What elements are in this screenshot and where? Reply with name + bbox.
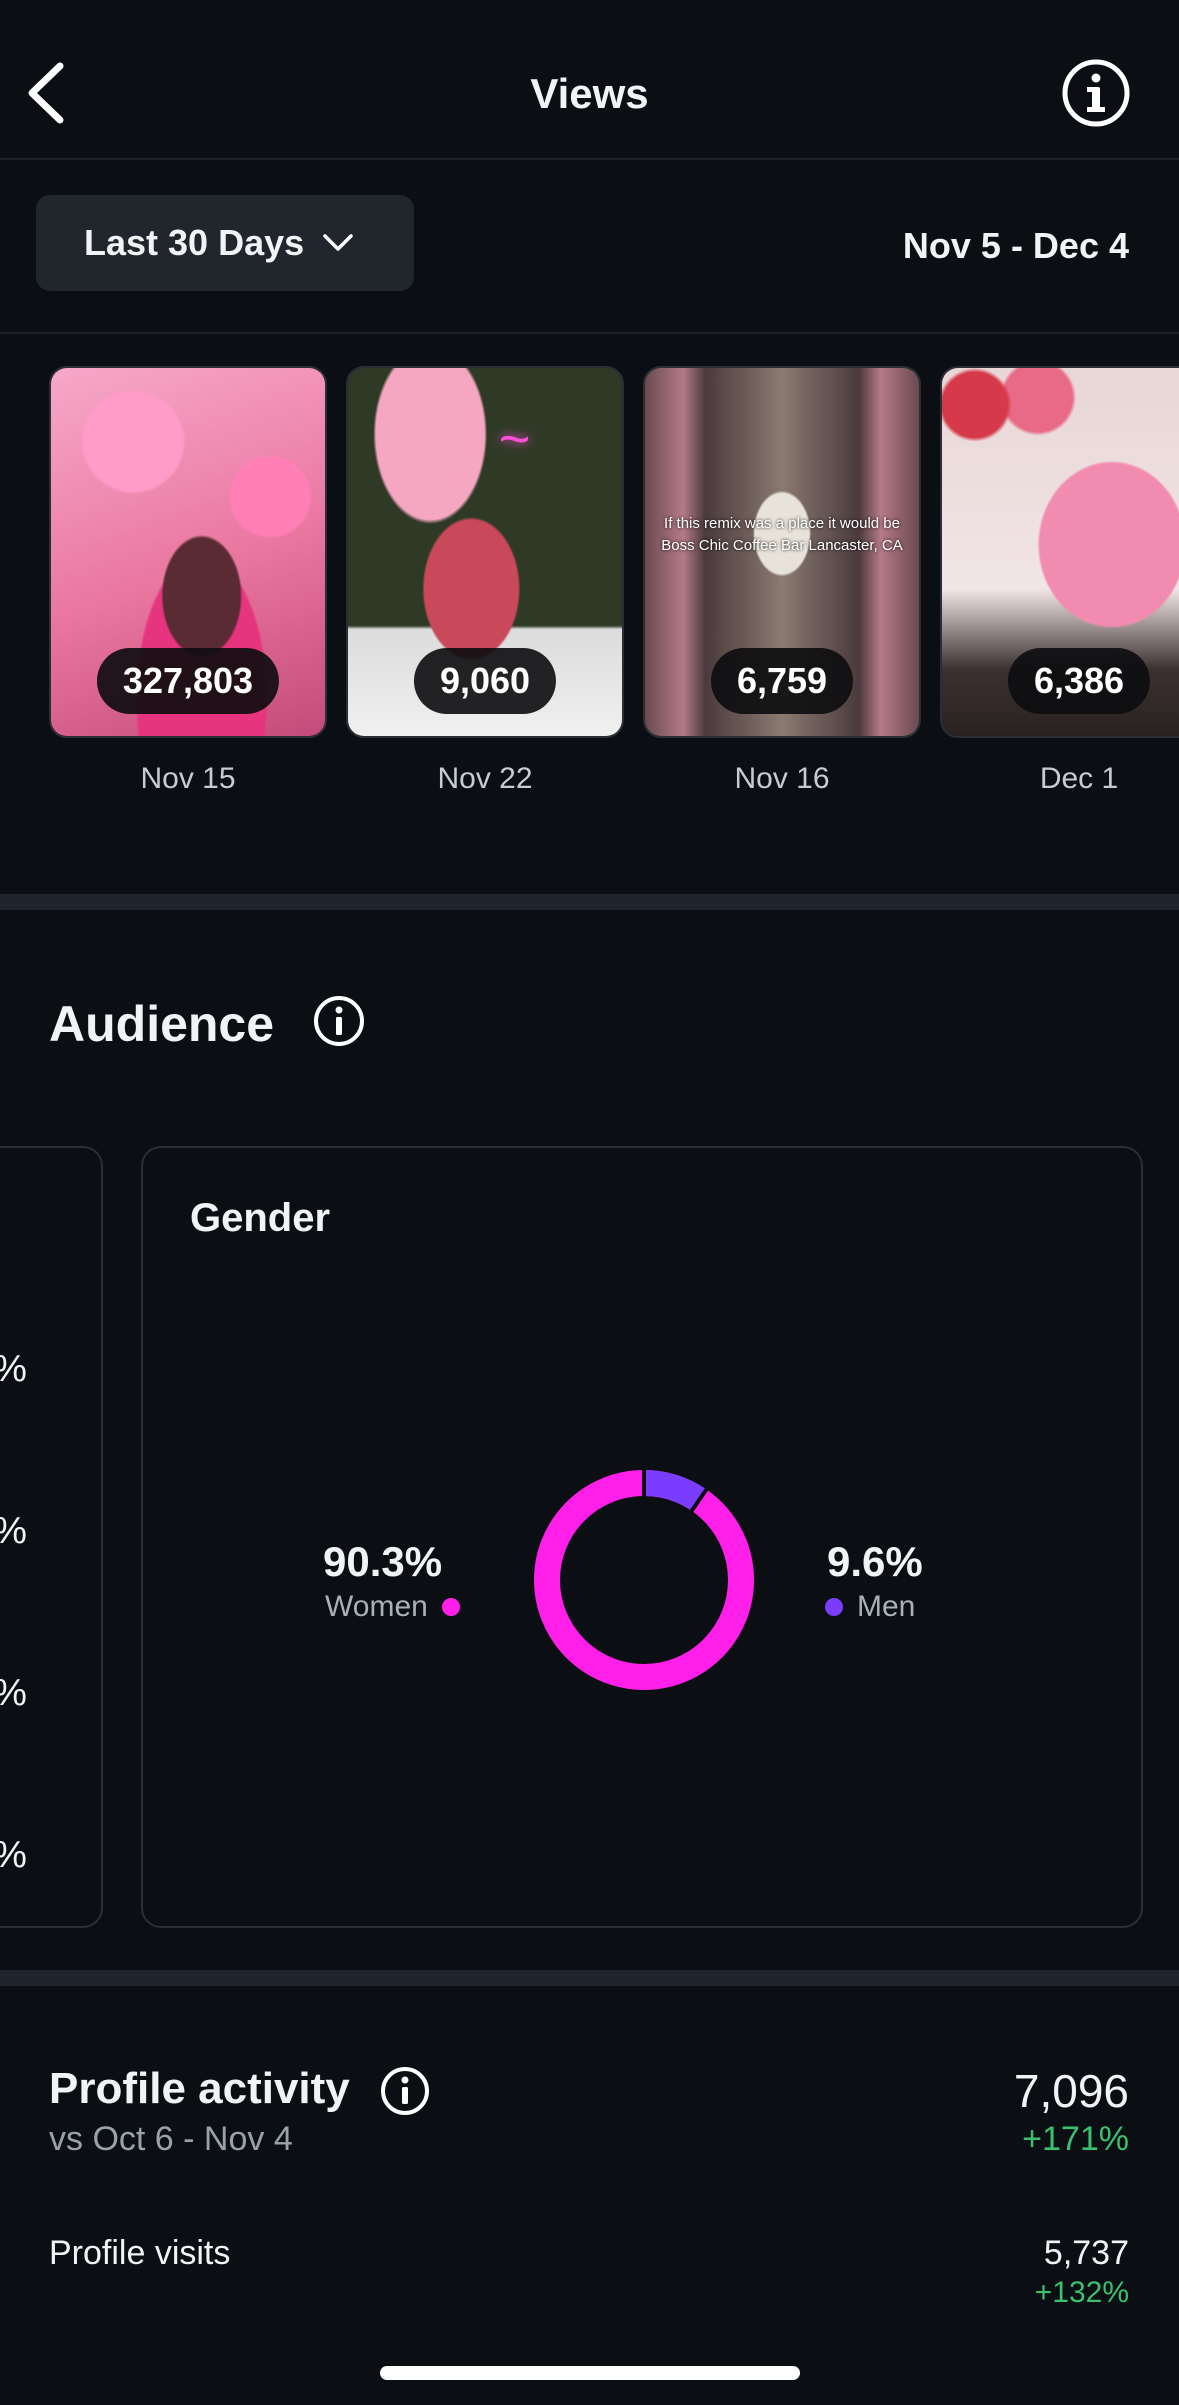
filter-divider — [0, 332, 1179, 334]
post-thumbnail[interactable]: If this remix was a place it would be Bo… — [643, 366, 921, 738]
women-label: Women — [325, 1590, 428, 1623]
profile-activity-change: +171% — [1022, 2120, 1129, 2158]
age-percentage: 2% — [0, 1510, 27, 1553]
post-thumbnail[interactable]: 327,803 — [49, 366, 327, 738]
section-separator — [0, 1970, 1179, 1986]
donut-men-segment — [643, 1470, 707, 1512]
men-percentage: 9.6% — [827, 1538, 923, 1585]
post-thumbnail[interactable]: ~ 9,060 — [346, 366, 624, 738]
gender-donut-chart — [534, 1469, 754, 1690]
info-icon — [1062, 59, 1130, 127]
age-percentage: 3% — [0, 1834, 27, 1877]
post-date: Nov 16 — [734, 762, 830, 795]
post-date: Dec 1 — [1039, 762, 1119, 795]
donut-women-segment — [534, 1470, 754, 1690]
profile-activity-total: 7,096 — [1013, 2065, 1129, 2117]
women-legend-dot — [441, 1598, 460, 1616]
date-range-dropdown[interactable]: Last 30 Days — [36, 195, 414, 291]
post-caption-overlay: If this remix was a place it would be Bo… — [661, 515, 903, 554]
age-card-partial[interactable]: 2% 2% 4% 3% — [0, 1146, 103, 1928]
post-date: Nov 22 — [437, 762, 533, 795]
profile-activity-info-button[interactable] — [380, 2066, 430, 2116]
filter-row: Last 30 Days Nov 5 - Dec 4 — [0, 160, 1179, 332]
top-bar: Views — [0, 0, 1179, 160]
men-legend: Men — [825, 1590, 915, 1624]
post-view-count: 6,386 — [1007, 648, 1151, 714]
audience-info-button[interactable] — [313, 995, 365, 1047]
age-percentage: 2% — [0, 1348, 27, 1391]
audience-title: Audience — [49, 996, 275, 1052]
page-title: Views — [530, 70, 649, 117]
neon-sign-decoration: ~ — [498, 409, 530, 469]
profile-visits-change: +132% — [1034, 2276, 1129, 2309]
profile-visits-value: 5,737 — [1043, 2234, 1129, 2272]
women-legend: Women — [325, 1590, 460, 1624]
info-icon — [314, 996, 364, 1046]
top-posts-carousel[interactable]: 327,803 Nov 15 ~ 9,060 Nov 22 If this re… — [0, 366, 1179, 806]
back-button[interactable] — [20, 58, 90, 128]
post-view-count: 9,060 — [413, 648, 557, 714]
gender-card[interactable]: Gender 90.3% Women 9.6% Men — [141, 1146, 1143, 1928]
selected-date-range: Nov 5 - Dec 4 — [902, 225, 1129, 266]
info-icon — [381, 2067, 429, 2115]
header-divider — [0, 158, 1179, 160]
gender-title: Gender — [190, 1196, 331, 1240]
men-legend-dot — [825, 1598, 843, 1616]
profile-activity-comparison: vs Oct 6 - Nov 4 — [49, 2120, 293, 2158]
info-button[interactable] — [1061, 58, 1131, 128]
post-view-count: 6,759 — [710, 648, 854, 714]
women-percentage: 90.3% — [323, 1538, 443, 1585]
profile-visits-label: Profile visits — [49, 2234, 231, 2272]
chevron-left-icon — [28, 62, 64, 124]
donut-gap — [689, 1487, 709, 1513]
date-range-dropdown-label: Last 30 Days — [84, 222, 305, 263]
profile-activity-title: Profile activity — [49, 2064, 350, 2113]
post-thumbnail[interactable]: 6,386 — [940, 366, 1179, 738]
chevron-down-icon — [323, 234, 353, 251]
section-separator — [0, 894, 1179, 910]
home-indicator[interactable] — [380, 2366, 800, 2380]
men-label: Men — [857, 1590, 916, 1623]
age-percentage: 4% — [0, 1672, 27, 1715]
post-date: Nov 15 — [140, 762, 236, 795]
post-view-count: 327,803 — [96, 648, 280, 714]
